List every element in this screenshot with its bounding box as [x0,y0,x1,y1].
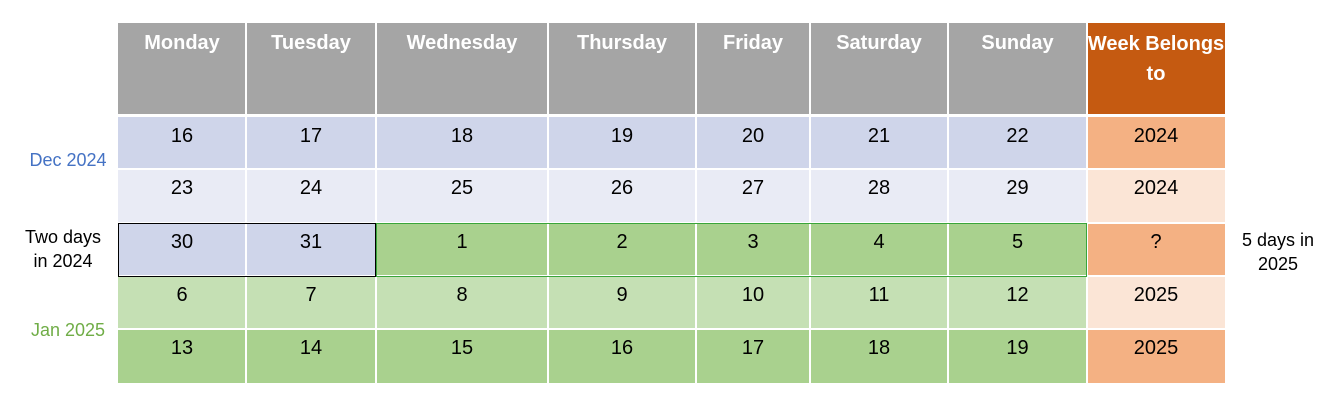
grid-divider [118,328,1225,330]
day-cell: 2 [548,223,696,277]
grid-divider [547,23,549,383]
day-cell: 14 [246,329,376,383]
day-cell: 17 [696,329,810,383]
day-cell: 17 [246,117,376,169]
day-cell: 22 [948,117,1087,169]
day-cell: 9 [548,276,696,330]
day-cell: 20 [696,117,810,169]
day-cell: 6 [118,276,246,330]
day-cell: 3 [696,223,810,277]
day-cell: 28 [810,169,948,223]
week-year-cell: ? [1087,223,1225,277]
grid-divider [245,23,247,383]
grid-divider [118,168,1225,170]
header-saturday: Saturday [810,23,948,115]
week-year-cell: 2025 [1087,329,1225,383]
day-cell: 1 [376,223,548,277]
day-cell: 24 [246,169,376,223]
week-year-cell: 2025 [1087,276,1225,330]
header-thursday: Thursday [548,23,696,115]
day-cell: 25 [376,169,548,223]
day-cell: 26 [548,169,696,223]
day-cell: 4 [810,223,948,277]
day-cell: 23 [118,169,246,223]
header-sunday: Sunday [948,23,1087,115]
five-days-in-2025-label: 5 days in 2025 [1241,230,1315,274]
jan-2025-label: Jan 2025 [30,320,106,340]
grid-divider [118,114,1225,116]
grid-divider [375,23,377,383]
day-cell: 10 [696,276,810,330]
day-cell: 5 [948,223,1087,277]
day-cell: 21 [810,117,948,169]
week-year-cell: 2024 [1087,117,1225,169]
day-cell: 11 [810,276,948,330]
grid-divider [809,23,811,383]
day-cell: 29 [948,169,1087,223]
day-cell: 15 [376,329,548,383]
day-cell: 16 [548,329,696,383]
day-cell: 31 [246,223,376,277]
day-cell: 8 [376,276,548,330]
day-cell: 19 [548,117,696,169]
day-cell: 19 [948,329,1087,383]
day-cell: 13 [118,329,246,383]
dec-days-outline [118,223,376,277]
grid-divider [1086,23,1088,383]
jan-days-outline [376,223,1087,277]
day-cell: 16 [118,117,246,169]
header-wednesday: Wednesday [376,23,548,115]
header-week-belongs-to: Week Belongs to [1087,23,1225,115]
dec-2024-label: Dec 2024 [29,150,107,170]
day-cell: 7 [246,276,376,330]
header-monday: Monday [118,23,246,115]
day-cell: 18 [810,329,948,383]
header-tuesday: Tuesday [246,23,376,115]
day-cell: 30 [118,223,246,277]
day-cell: 12 [948,276,1087,330]
two-days-in-2024-label: Two days in 2024 [24,227,102,271]
day-cell: 18 [376,117,548,169]
day-cell: 27 [696,169,810,223]
week-year-cell: 2024 [1087,169,1225,223]
header-friday: Friday [696,23,810,115]
grid-divider [947,23,949,383]
grid-divider [695,23,697,383]
